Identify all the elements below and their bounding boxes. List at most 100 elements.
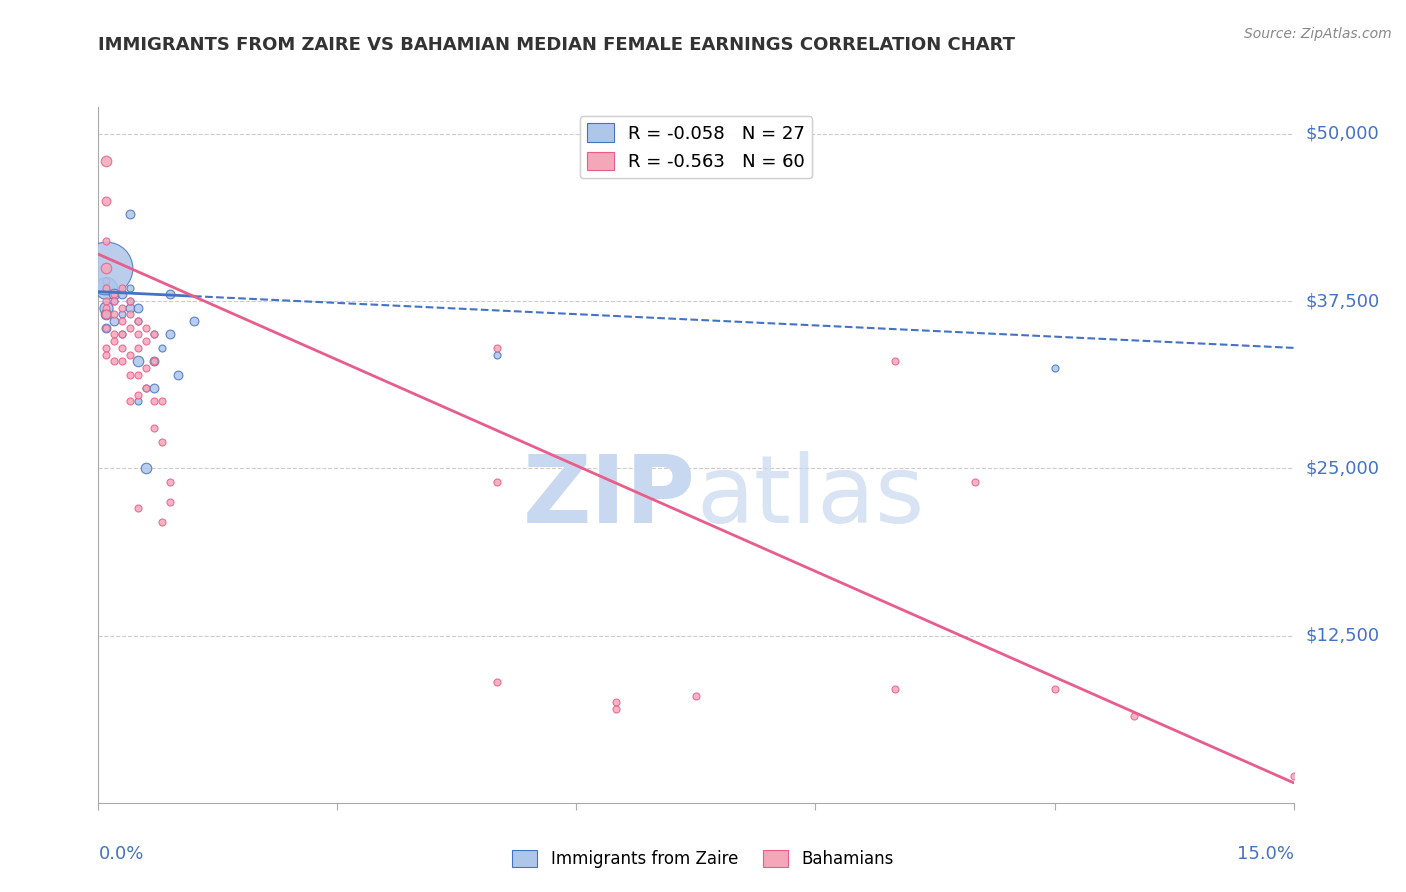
Point <box>96 320 118 334</box>
Point <box>120 320 142 334</box>
Point <box>685 689 707 703</box>
Point <box>159 494 181 508</box>
Point <box>96 307 118 321</box>
Point <box>120 348 142 362</box>
Point <box>120 207 142 221</box>
Point <box>111 301 134 315</box>
Point <box>143 354 166 368</box>
Point <box>96 280 118 294</box>
Point <box>103 287 125 301</box>
Point <box>143 394 166 409</box>
Text: $12,500: $12,500 <box>1305 626 1379 645</box>
Point <box>120 394 142 409</box>
Point <box>1123 708 1146 723</box>
Point <box>143 327 166 342</box>
Point <box>127 301 149 315</box>
Text: Source: ZipAtlas.com: Source: ZipAtlas.com <box>1244 27 1392 41</box>
Point <box>111 287 134 301</box>
Point <box>120 293 142 308</box>
Point <box>111 280 134 294</box>
Point <box>127 314 149 328</box>
Point <box>150 515 173 529</box>
Text: atlas: atlas <box>696 450 924 542</box>
Point <box>143 354 166 368</box>
Point <box>96 280 118 294</box>
Point <box>120 293 142 308</box>
Point <box>1043 361 1066 376</box>
Point <box>96 234 118 248</box>
Point <box>103 307 125 321</box>
Point <box>103 314 125 328</box>
Point <box>1043 681 1066 696</box>
Point <box>111 314 134 328</box>
Point <box>143 421 166 435</box>
Point <box>1282 769 1305 783</box>
Text: $25,000: $25,000 <box>1305 459 1379 477</box>
Point <box>127 368 149 382</box>
Point <box>485 341 508 355</box>
Point <box>485 475 508 489</box>
Text: 0.0%: 0.0% <box>98 845 143 863</box>
Point <box>159 287 181 301</box>
Point <box>127 501 149 516</box>
Point <box>963 475 986 489</box>
Point <box>135 334 157 349</box>
Point <box>103 293 125 308</box>
Point <box>127 341 149 355</box>
Point <box>111 341 134 355</box>
Point <box>96 194 118 208</box>
Point <box>167 368 190 382</box>
Point <box>150 434 173 449</box>
Point <box>159 475 181 489</box>
Point <box>485 348 508 362</box>
Point <box>150 341 173 355</box>
Point <box>103 293 125 308</box>
Point <box>127 394 149 409</box>
Point <box>485 675 508 690</box>
Point <box>111 307 134 321</box>
Point <box>96 153 118 168</box>
Point <box>159 327 181 342</box>
Point <box>96 341 118 355</box>
Point <box>127 327 149 342</box>
Point <box>103 334 125 349</box>
Point <box>96 301 118 315</box>
Point <box>96 293 118 308</box>
Point <box>183 314 205 328</box>
Point <box>111 327 134 342</box>
Point <box>127 354 149 368</box>
Point <box>120 307 142 321</box>
Point <box>143 381 166 395</box>
Point <box>135 381 157 395</box>
Point <box>135 381 157 395</box>
Point <box>884 681 907 696</box>
Point <box>127 314 149 328</box>
Point <box>96 301 118 315</box>
Legend: R = -0.058   N = 27, R = -0.563   N = 60: R = -0.058 N = 27, R = -0.563 N = 60 <box>579 116 813 178</box>
Point <box>96 274 118 288</box>
Point <box>605 696 627 710</box>
Legend: Immigrants from Zaire, Bahamians: Immigrants from Zaire, Bahamians <box>506 843 900 875</box>
Point <box>135 361 157 376</box>
Point <box>120 280 142 294</box>
Point <box>111 354 134 368</box>
Text: $50,000: $50,000 <box>1305 125 1379 143</box>
Point <box>111 327 134 342</box>
Point <box>884 354 907 368</box>
Text: $37,500: $37,500 <box>1305 292 1379 310</box>
Point <box>96 260 118 275</box>
Text: IMMIGRANTS FROM ZAIRE VS BAHAMIAN MEDIAN FEMALE EARNINGS CORRELATION CHART: IMMIGRANTS FROM ZAIRE VS BAHAMIAN MEDIAN… <box>98 36 1015 54</box>
Point <box>143 327 166 342</box>
Point <box>120 368 142 382</box>
Point <box>605 702 627 716</box>
Point <box>103 287 125 301</box>
Point <box>103 354 125 368</box>
Point <box>96 260 118 275</box>
Point <box>96 348 118 362</box>
Point <box>103 327 125 342</box>
Point <box>127 387 149 401</box>
Point <box>120 301 142 315</box>
Point <box>135 461 157 475</box>
Point <box>135 320 157 334</box>
Point <box>96 307 118 321</box>
